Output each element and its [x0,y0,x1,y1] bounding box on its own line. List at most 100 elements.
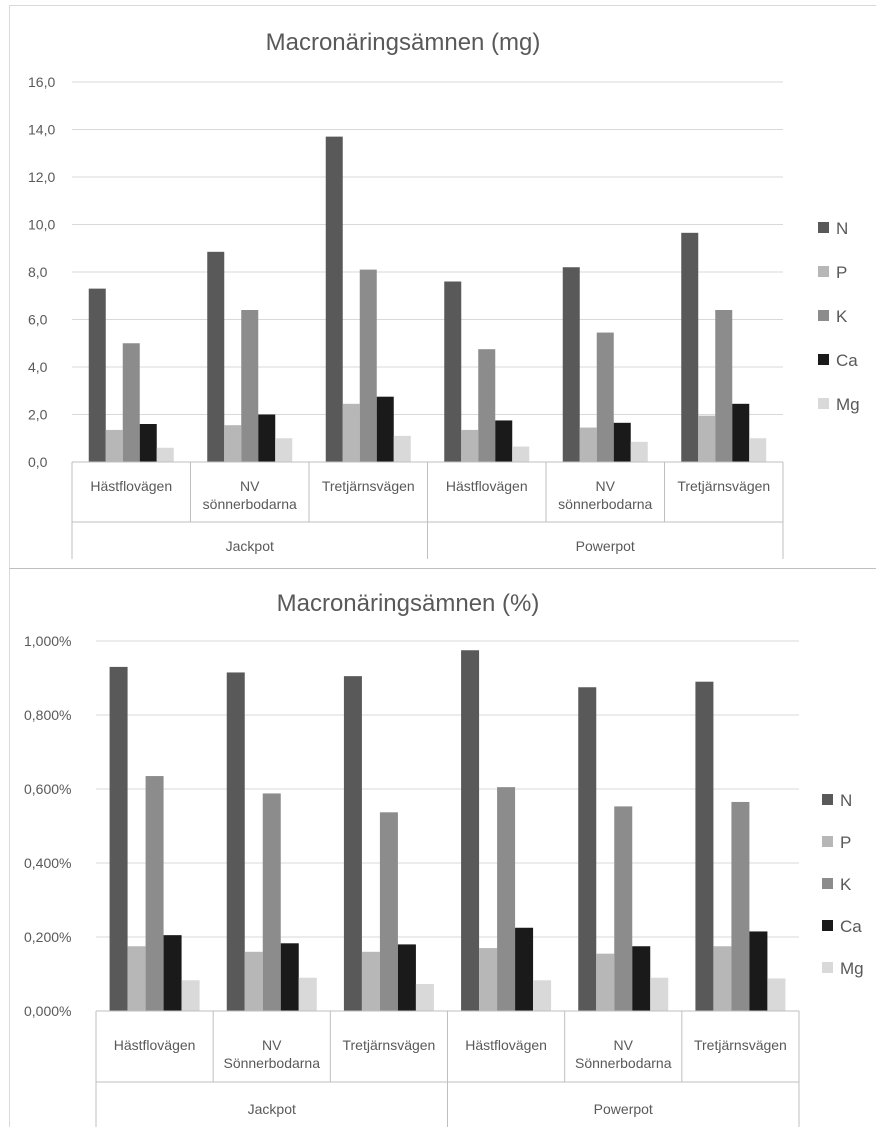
y-tick-label: 8,0 [28,264,48,280]
category-label: NV [240,478,260,494]
bar-ca [376,396,394,462]
category-label: sönnerbodarna [203,496,297,512]
legend-swatch-mg [818,398,829,409]
bar-n [325,136,343,462]
bar-p [127,946,146,1011]
bar-n [226,672,245,1011]
bar-k [241,310,259,462]
category-label: Tretjärnsvägen [322,478,415,494]
legend-label: P [840,833,851,852]
bar-k [596,332,614,462]
bar-k [731,801,750,1011]
bar-mg [181,980,200,1011]
bar-p [461,429,479,462]
bar-k [478,349,496,462]
legend-label: N [840,791,852,810]
bar-n [109,666,128,1011]
group-label: Jackpot [226,538,274,554]
bar-k [145,776,164,1011]
chart-mg: Macronäringsämnen (mg) 0,0 2,0 4,0 6,0 8,0 10,… [28,29,860,559]
category-label: Hästflovägen [90,478,172,494]
y-tick-label: 10,0 [28,217,55,233]
legend-swatch-ca [818,354,829,365]
category-label: Tretjärnsvägen [677,478,770,494]
y-tick-label: 1,000% [24,633,71,649]
bar-p [596,953,615,1011]
bar-ca [732,403,750,462]
legend-label: Mg [836,395,860,414]
category-label: Tretjärnsvägen [694,1037,787,1053]
bar-mg [298,977,317,1011]
bar-p [579,427,597,462]
bar-k [122,343,140,462]
y-tick-label: 0,200% [24,929,71,945]
legend-swatch-mg [822,962,833,973]
legend-swatch-n [822,794,833,805]
bar-k [497,787,516,1011]
category-label: Hästflovägen [114,1037,196,1053]
group-label: Powerpot [576,538,635,554]
y-tick-label: 0,600% [24,781,71,797]
bar-ca [397,944,416,1011]
bar-p [105,429,123,462]
bar-mg [767,978,786,1011]
bar-p [244,951,263,1011]
bar-ca [495,420,513,462]
legend-label: K [836,307,848,326]
bar-mg [393,435,411,462]
bar-n [562,267,580,462]
legend-label: Mg [840,959,864,978]
bar-ca [139,424,157,462]
bar-n [681,232,699,462]
y-tick-label: 2,0 [28,407,48,423]
category-label: NV [596,478,616,494]
bar-mg [650,977,669,1011]
bar-p [224,425,242,462]
bar-mg [533,980,552,1011]
legend-label: Ca [840,917,862,936]
legend-swatch-p [818,266,829,277]
chart-percent: Macronäringsämnen (%) 0,000% 0,200% 0,400% 0… [24,590,864,1127]
category-label: Sönnerbodarna [223,1055,320,1071]
bar-ca [258,414,276,462]
bar-p [361,951,380,1011]
bar-ca [749,931,768,1011]
bar-k [262,793,281,1011]
chart-title: Macronäringsämnen (%) [277,590,540,617]
chart-title: Macronäringsämnen (mg) [266,29,541,56]
bar-n [88,288,106,462]
y-tick-label: 0,0 [28,454,48,470]
legend-swatch-k [818,310,829,321]
bar-p [479,948,498,1011]
bar-p [342,403,360,462]
bar-k [715,310,733,462]
bar-ca [163,935,182,1011]
category-label: Tretjärnsvägen [342,1037,435,1053]
y-tick-label: 6,0 [28,312,48,328]
bar-ca [515,927,534,1011]
bar-mg [630,441,648,462]
category-label: Sönnerbodarna [575,1055,672,1071]
legend-label: N [836,219,848,238]
bar-n [461,650,480,1011]
y-tick-label: 16,0 [28,74,55,90]
bar-k [379,812,398,1011]
group-label: Powerpot [594,1101,653,1117]
category-label: sönnerbodarna [558,496,652,512]
bar-n [444,281,462,462]
legend-swatch-k [822,878,833,889]
chart-panel-percent: Macronäringsämnen (%) 0,000% 0,200% 0,400% 0… [9,568,876,1127]
category-label: NV [262,1037,282,1053]
category-label: Hästflovägen [446,478,528,494]
legend-label: K [840,875,852,894]
legend-swatch-p [822,836,833,847]
legend-label: P [836,263,847,282]
bar-p [713,946,732,1011]
y-tick-label: 14,0 [28,122,55,138]
bar-n [695,681,714,1011]
category-label: NV [614,1037,634,1053]
bar-k [359,269,377,462]
bar-ca [280,943,299,1011]
chart-panel-mg: Macronäringsämnen (mg) 0,0 2,0 4,0 6,0 8,0 10,… [9,5,876,568]
bar-mg [749,438,767,462]
